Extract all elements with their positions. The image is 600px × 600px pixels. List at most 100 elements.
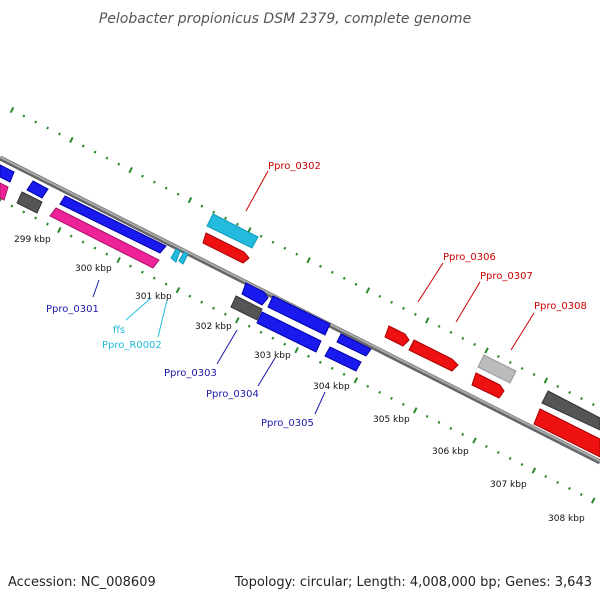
kbp-label: 307 kbp	[490, 480, 527, 490]
label-ppro-0308[interactable]: Ppro_0308	[534, 301, 587, 312]
minor-tick	[580, 397, 583, 401]
major-tick	[484, 347, 489, 354]
label-ppro-0306[interactable]: Ppro_0306	[443, 252, 496, 263]
major-tick	[306, 257, 311, 264]
major-tick	[187, 197, 193, 204]
gene-ppro-r0002[interactable]	[178, 251, 189, 265]
minor-tick	[129, 264, 132, 268]
major-tick	[353, 377, 359, 384]
gene-ffs[interactable]	[170, 248, 181, 263]
kbp-label: 304 kbp	[313, 382, 350, 392]
kbp-labels: 299 kbp 300 kbp 301 kbp 302 kbp 303 kbp …	[14, 235, 585, 524]
gene-ppro-0307[interactable]	[477, 354, 517, 384]
minor-tick	[568, 487, 571, 491]
label-ffs[interactable]: ffs	[113, 325, 125, 336]
kbp-label: 302 kbp	[195, 322, 232, 332]
kbp-label: 303 kbp	[254, 351, 291, 361]
minor-tick	[81, 240, 85, 244]
minor-tick	[401, 402, 405, 406]
major-tick	[365, 287, 371, 294]
major-tick	[69, 136, 74, 144]
minor-tick	[413, 312, 417, 316]
minor-tick	[508, 456, 512, 461]
gene-ppro-0308[interactable]	[541, 390, 600, 431]
gene-ppro-0305-a[interactable]	[336, 333, 372, 357]
gene-ppro-0300[interactable]	[0, 182, 9, 201]
minor-tick	[591, 403, 595, 407]
minor-tick	[378, 294, 382, 298]
minor-tick	[425, 414, 429, 418]
minor-tick	[140, 270, 144, 274]
gene-gray-303[interactable]	[230, 295, 263, 321]
major-tick	[128, 166, 133, 174]
gene-labels: Ppro_0301 ffs Ppro_R0002 Ppro_0302 Ppro_…	[46, 161, 587, 429]
minor-tick	[105, 156, 109, 160]
label-ppro-0303[interactable]: Ppro_0303	[164, 368, 217, 379]
gene-ppro-0303[interactable]	[267, 295, 331, 336]
minor-tick	[46, 126, 50, 130]
minor-tick	[461, 432, 465, 436]
gene-ppro-0305[interactable]	[324, 346, 362, 372]
minor-tick	[105, 252, 109, 256]
gene-forward-left-2[interactable]	[26, 180, 49, 199]
gene-ppro-0302[interactable]	[206, 213, 259, 249]
gene-red-302[interactable]	[202, 232, 250, 264]
minor-tick	[330, 270, 334, 274]
gene-ppro-0301[interactable]	[49, 207, 160, 269]
major-tick	[424, 317, 430, 324]
minor-tick	[283, 342, 287, 346]
accession-text: Accession: NC_008609	[8, 575, 156, 590]
minor-tick	[484, 444, 488, 448]
minor-tick	[46, 222, 49, 226]
minor-tick	[544, 475, 548, 479]
kbp-label: 308 kbp	[548, 514, 585, 524]
minor-tick	[259, 234, 263, 238]
minor-tick	[164, 186, 168, 190]
label-ppro-0301[interactable]: Ppro_0301	[46, 304, 99, 315]
minor-tick	[461, 336, 465, 340]
minor-tick	[117, 162, 121, 166]
label-ppro-0302[interactable]: Ppro_0302	[268, 161, 321, 172]
minor-tick	[378, 390, 382, 394]
major-tick	[531, 467, 537, 474]
label-ppro-0304[interactable]: Ppro_0304	[206, 389, 259, 400]
gene-ppro-0303-a[interactable]	[241, 282, 269, 306]
label-ppro-r0002[interactable]: Ppro_R0002	[102, 340, 162, 351]
minor-tick	[22, 114, 26, 118]
gene-red-307[interactable]	[471, 372, 505, 399]
minor-tick	[271, 240, 275, 244]
minor-tick	[342, 276, 346, 280]
major-tick	[116, 256, 121, 264]
minor-tick	[34, 216, 38, 220]
kbp-label: 300 kbp	[75, 264, 112, 274]
minor-tick	[556, 481, 560, 485]
minor-tick	[449, 426, 453, 430]
gene-blue-300[interactable]	[59, 195, 167, 254]
gene-ppro-0306-a[interactable]	[384, 325, 410, 347]
minor-tick	[271, 336, 275, 340]
minor-tick	[390, 396, 393, 400]
gene-red-308[interactable]	[533, 408, 600, 458]
major-tick	[294, 347, 299, 354]
forward-strand-genes	[0, 164, 600, 431]
minor-tick	[141, 174, 144, 178]
gene-forward-left[interactable]	[0, 164, 15, 183]
minor-tick	[354, 282, 358, 286]
major-tick	[175, 287, 181, 294]
gene-ppro-0304[interactable]	[256, 311, 322, 353]
minor-tick	[10, 204, 14, 208]
label-ppro-0305[interactable]: Ppro_0305	[261, 418, 314, 429]
minor-tick	[69, 234, 73, 238]
minor-tick	[390, 300, 394, 304]
minor-tick	[259, 330, 263, 334]
minor-tick	[164, 282, 168, 286]
minor-tick	[449, 330, 453, 334]
gene-ppro-0306[interactable]	[408, 339, 459, 372]
gene-gray-299[interactable]	[16, 191, 43, 214]
minor-tick	[568, 391, 572, 395]
minor-tick	[473, 342, 477, 346]
label-ppro-0307[interactable]: Ppro_0307	[480, 271, 533, 282]
minor-tick	[247, 324, 251, 328]
kbp-label: 305 kbp	[373, 415, 410, 425]
